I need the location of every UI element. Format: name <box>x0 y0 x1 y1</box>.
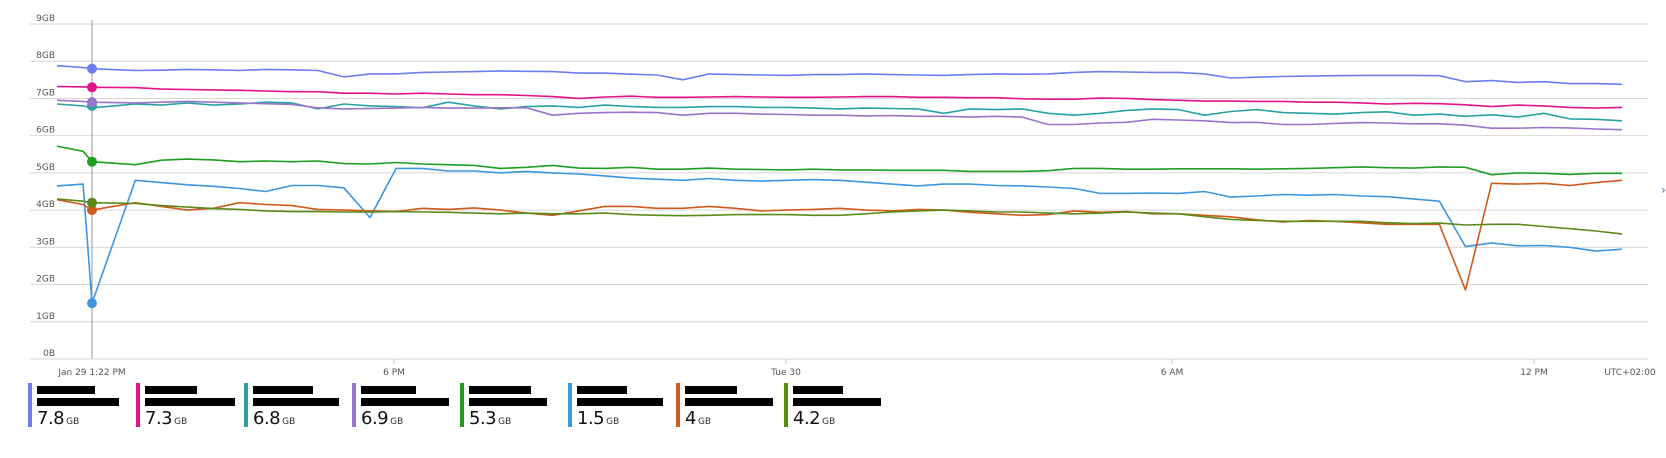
legend-value: 7.8 GB <box>37 408 79 429</box>
legend-color-bar <box>352 383 356 427</box>
legend-series-subtitle-redacted <box>37 398 119 406</box>
y-tick-label: 6GB <box>36 126 55 136</box>
series-line-0[interactable] <box>56 64 1623 86</box>
series-line-5[interactable] <box>56 167 1623 304</box>
x-tick-label: Tue 30 <box>770 368 801 378</box>
legend-series-name-redacted <box>361 386 416 394</box>
legend-value-number: 5.3 <box>469 408 497 429</box>
legend-color-bar <box>136 383 140 427</box>
legend-item[interactable]: 5.3 GB <box>460 383 564 429</box>
legend-value: 1.5 GB <box>577 408 619 429</box>
legend-color-bar <box>460 383 464 427</box>
legend-value-unit: GB <box>390 417 404 427</box>
x-tick-label: 12 PM <box>1520 368 1548 378</box>
legend-series-name-redacted <box>793 386 843 394</box>
chart-gridlines: 0B 1GB 2GB 3GB 4GB 5GB 6GB 7GB 8GB 9GB <box>30 14 1648 360</box>
y-tick-label: 4GB <box>36 200 55 210</box>
legend-series-name-redacted <box>685 386 737 394</box>
series-lines[interactable] <box>56 64 1623 304</box>
legend-series-name-redacted <box>253 386 313 394</box>
memory-line-chart[interactable]: 0B 1GB 2GB 3GB 4GB 5GB 6GB 7GB 8GB 9GB 6 PM Tue 30… <box>0 0 1666 380</box>
legend-series-subtitle-redacted <box>145 398 235 406</box>
cursor-marker <box>87 82 97 93</box>
series-line-2[interactable] <box>56 101 1623 122</box>
legend-value-unit: GB <box>66 417 80 427</box>
legend-value: 7.3 GB <box>145 408 187 429</box>
legend-value: 4 GB <box>685 408 711 429</box>
legend-value-number: 6.8 <box>253 408 281 429</box>
series-line-3[interactable] <box>56 99 1623 131</box>
cursor-marker <box>87 156 97 167</box>
legend-value-number: 7.8 <box>37 408 65 429</box>
legend-value: 6.8 GB <box>253 408 295 429</box>
legend-value-number: 7.3 <box>145 408 173 429</box>
series-line-4[interactable] <box>56 145 1622 176</box>
legend-series-subtitle-redacted <box>469 398 547 406</box>
legend-series-subtitle-redacted <box>361 398 449 406</box>
legend-color-bar <box>568 383 572 427</box>
cursor-marker <box>87 197 97 208</box>
series-line-7[interactable] <box>56 198 1623 235</box>
legend-series-name-redacted <box>145 386 197 394</box>
legend-series-name-redacted <box>469 386 531 394</box>
legend-item[interactable]: 6.8 GB <box>244 383 348 429</box>
y-tick-label: 1GB <box>36 312 55 322</box>
chevron-right-icon[interactable]: › <box>1661 183 1666 197</box>
y-tick-label: 0B <box>43 349 55 359</box>
legend-series-subtitle-redacted <box>793 398 881 406</box>
series-line-6[interactable] <box>56 179 1623 291</box>
legend-value-unit: GB <box>822 417 836 427</box>
legend-item[interactable]: 7.3 GB <box>136 383 240 429</box>
cursor-time-label: Jan 29 1:22 PM <box>57 368 125 378</box>
y-tick-label: 5GB <box>36 163 55 173</box>
legend-color-bar <box>244 383 248 427</box>
series-line-1[interactable] <box>56 85 1623 109</box>
legend-value-number: 4.2 <box>793 408 821 429</box>
y-tick-label: 8GB <box>36 51 55 61</box>
x-tick-label: 6 PM <box>383 368 405 378</box>
legend-color-bar <box>28 383 32 427</box>
legend-value-unit: GB <box>606 417 620 427</box>
legend-color-bar <box>676 383 680 427</box>
cursor-marker <box>87 63 97 74</box>
y-tick-label: 7GB <box>36 88 55 98</box>
legend-value-number: 6.9 <box>361 408 389 429</box>
legend-item[interactable]: 7.8 GB <box>28 383 132 429</box>
legend-color-bar <box>784 383 788 427</box>
legend-item[interactable]: 4.2 GB <box>784 383 888 429</box>
legend-value-unit: GB <box>282 417 296 427</box>
legend-value-unit: GB <box>498 417 512 427</box>
legend-series-subtitle-redacted <box>577 398 663 406</box>
legend-value: 6.9 GB <box>361 408 403 429</box>
y-tick-label: 2GB <box>36 275 55 285</box>
y-tick-label: 3GB <box>36 237 55 247</box>
legend-value-number: 4 <box>685 408 696 429</box>
cursor-markers <box>87 63 97 309</box>
legend-series-subtitle-redacted <box>253 398 339 406</box>
legend-value-unit: GB <box>174 417 188 427</box>
legend-item[interactable]: 6.9 GB <box>352 383 456 429</box>
legend-item[interactable]: 4 GB <box>676 383 780 429</box>
legend-value-number: 1.5 <box>577 408 605 429</box>
x-tick-label: 6 AM <box>1161 368 1184 378</box>
cursor-marker <box>87 298 97 309</box>
timezone-label: UTC+02:00 <box>1604 368 1656 378</box>
legend-series-name-redacted <box>37 386 95 394</box>
legend-value-unit: GB <box>697 417 712 427</box>
cursor-marker <box>87 205 97 216</box>
legend-series-name-redacted <box>577 386 627 394</box>
legend-series-subtitle-redacted <box>685 398 773 406</box>
legend-value: 4.2 GB <box>793 408 835 429</box>
legend-value: 5.3 GB <box>469 408 511 429</box>
cursor-marker <box>87 97 97 108</box>
y-tick-label: 9GB <box>36 14 55 24</box>
legend-item[interactable]: 1.5 GB <box>568 383 672 429</box>
x-axis: 6 PM Tue 30 6 AM 12 PM <box>383 359 1548 378</box>
